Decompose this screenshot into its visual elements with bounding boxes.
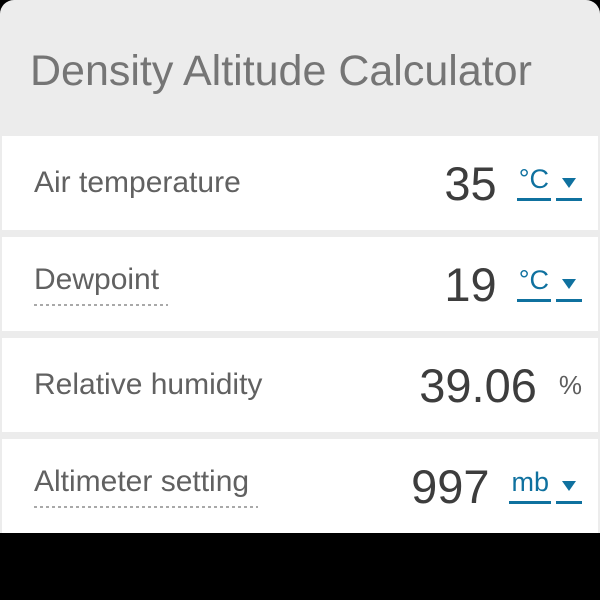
row-relative-humidity: Relative humidity 39.06 %: [2, 338, 598, 432]
page-title: Density Altitude Calculator: [30, 46, 532, 95]
altimeter-setting-label: Altimeter setting: [34, 464, 411, 508]
unit-label[interactable]: mb: [509, 468, 551, 504]
relative-humidity-input[interactable]: 39.06: [419, 358, 537, 412]
dewpoint-label: Dewpoint: [34, 262, 444, 306]
air-temperature-input[interactable]: 35: [444, 156, 497, 210]
calculator-fields: Air temperature 35 °C Dewpoint 19 °C Rel…: [0, 136, 600, 533]
altimeter-setting-unit-dropdown[interactable]: mb: [509, 468, 582, 504]
dewpoint-input[interactable]: 19: [444, 257, 497, 311]
relative-humidity-unit: %: [558, 369, 582, 400]
relative-humidity-label: Relative humidity: [34, 368, 263, 401]
altimeter-setting-input[interactable]: 997: [411, 459, 490, 513]
calculator-header: Density Altitude Calculator: [0, 0, 600, 136]
dropdown-arrow-icon[interactable]: [556, 278, 582, 302]
row-altimeter-setting: Altimeter setting 997 mb: [2, 439, 598, 533]
row-dewpoint: Dewpoint 19 °C: [2, 237, 598, 331]
dropdown-arrow-icon[interactable]: [556, 177, 582, 201]
row-air-temperature: Air temperature 35 °C: [2, 136, 598, 230]
air-temperature-unit-dropdown[interactable]: °C: [516, 165, 582, 201]
air-temperature-label: Air temperature: [34, 166, 241, 199]
unit-label[interactable]: °C: [516, 165, 551, 201]
density-altitude-calculator-card: Density Altitude Calculator Air temperat…: [0, 0, 600, 533]
unit-label[interactable]: °C: [516, 266, 551, 302]
dropdown-arrow-icon[interactable]: [556, 480, 582, 504]
dewpoint-unit-dropdown[interactable]: °C: [516, 266, 582, 302]
